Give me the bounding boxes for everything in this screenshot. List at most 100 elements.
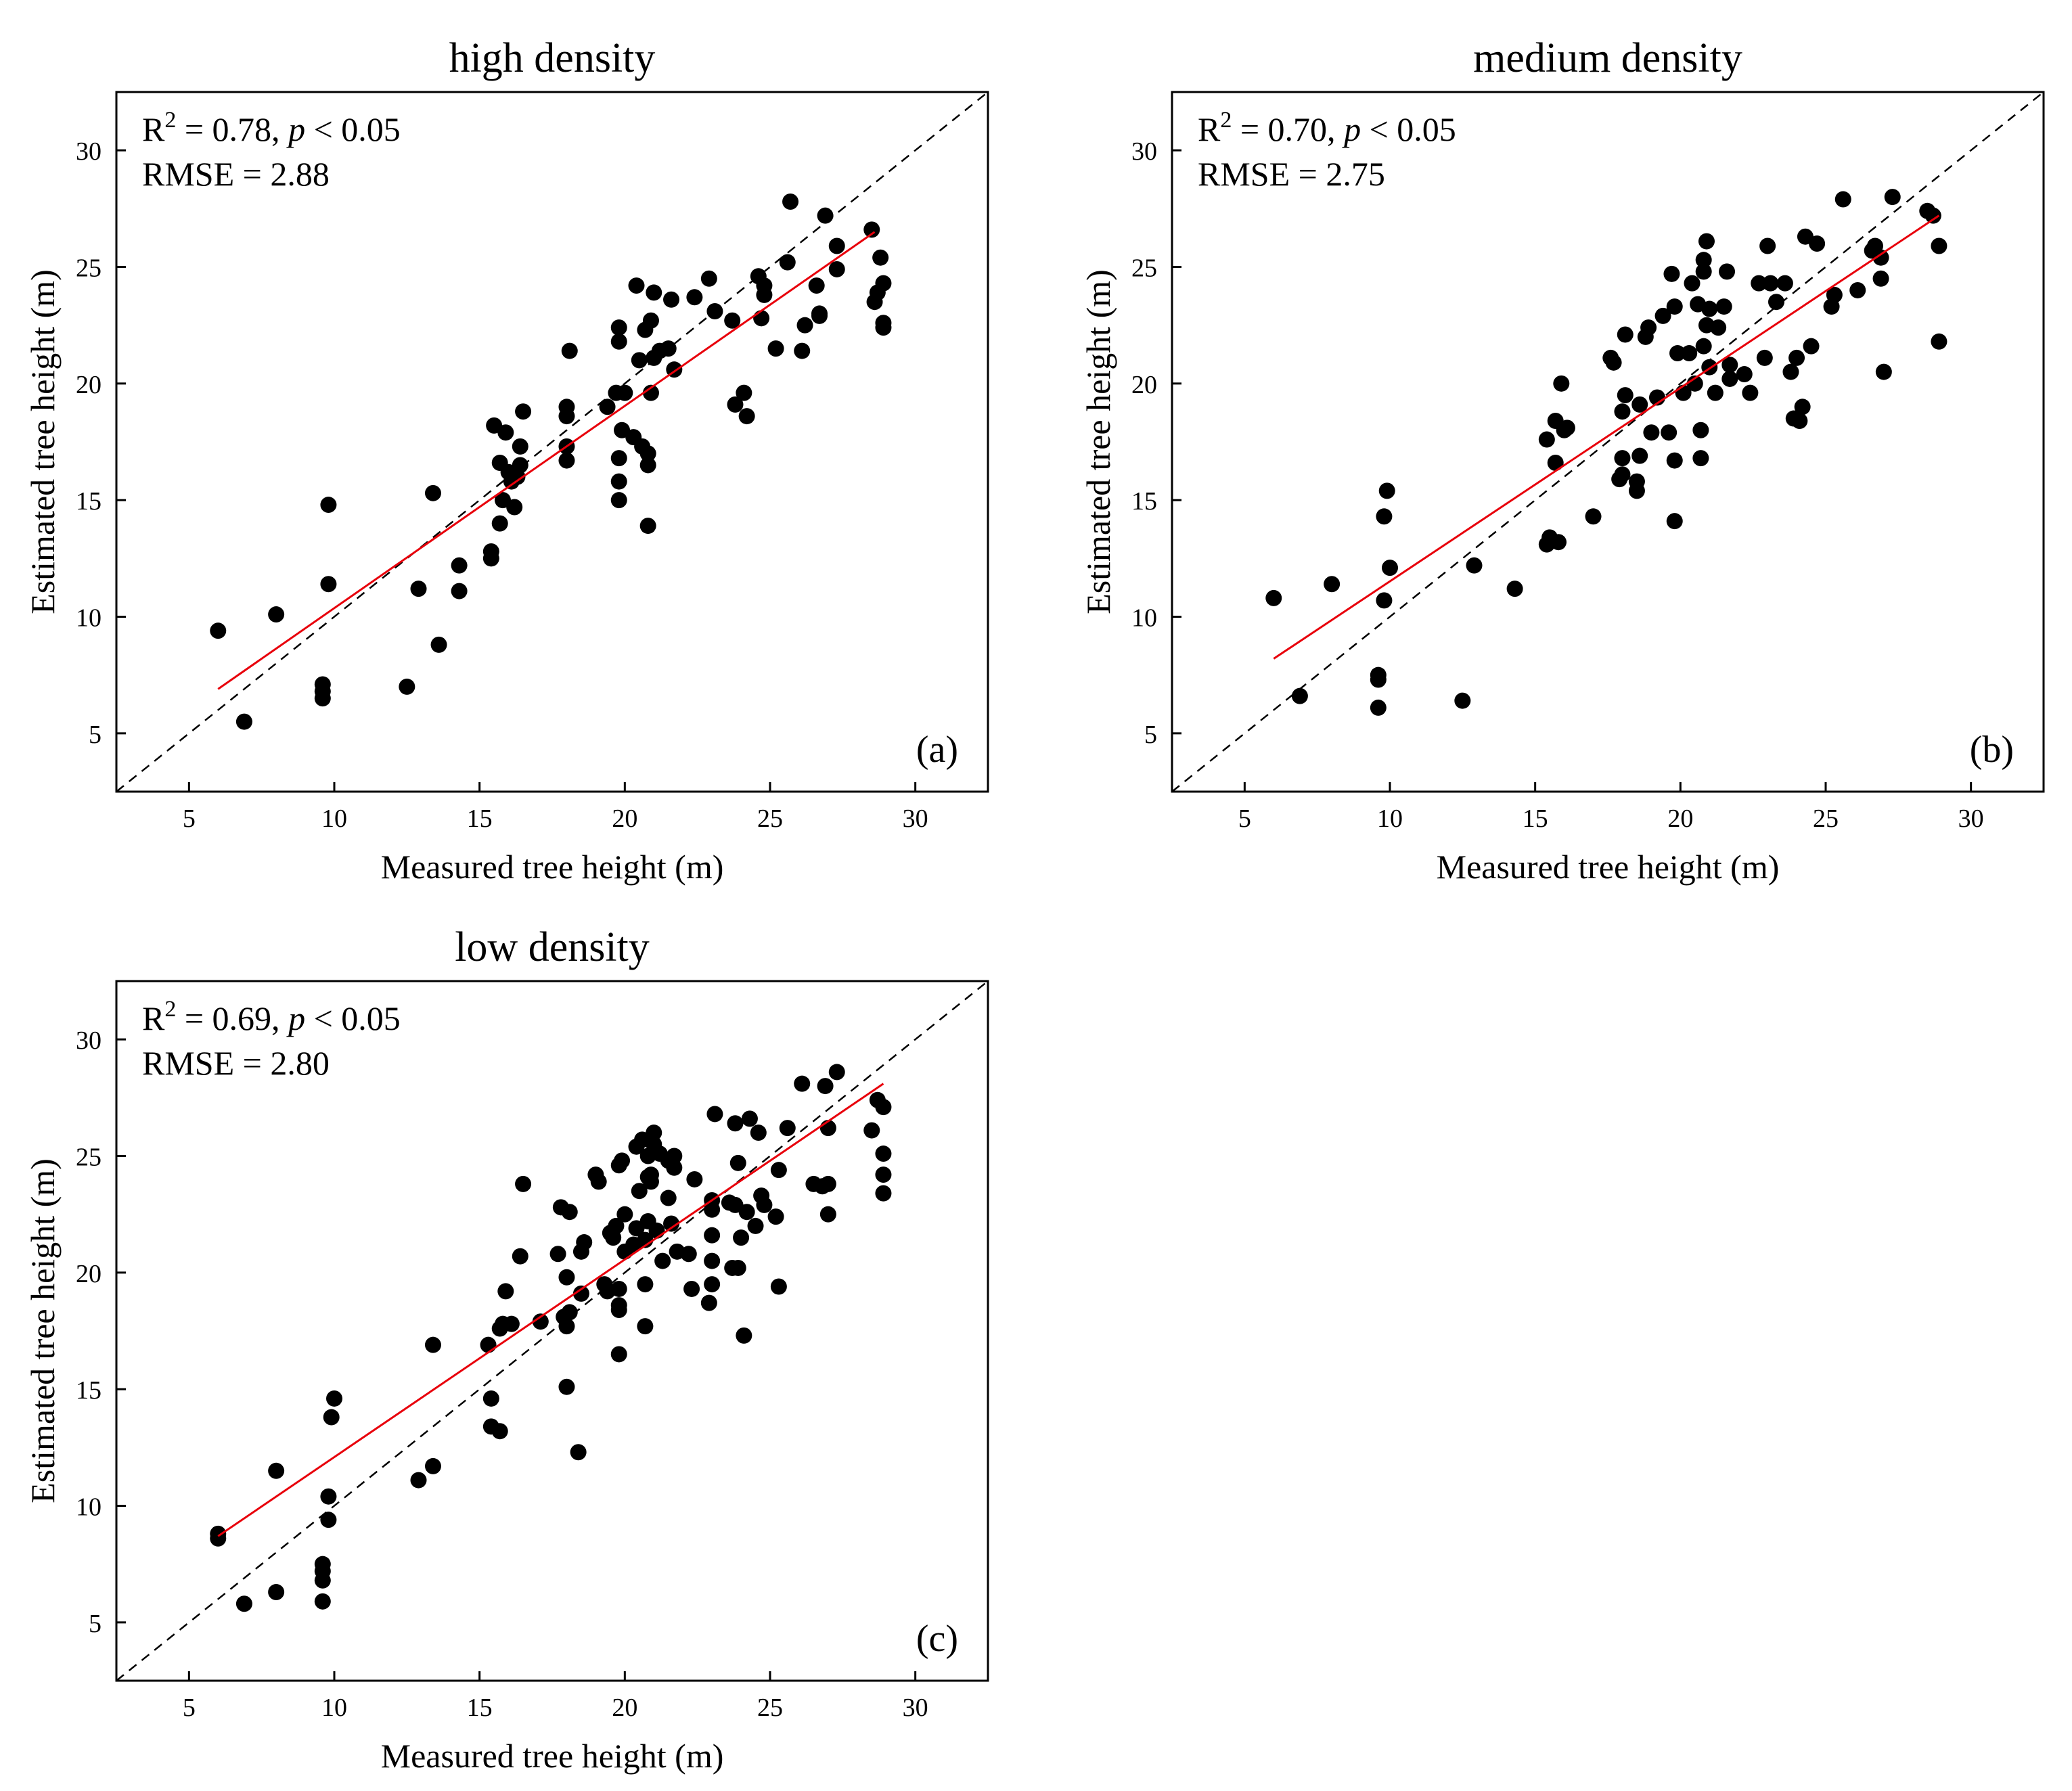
chart-title: high density [449, 35, 656, 81]
data-point [210, 622, 227, 639]
data-point [515, 1175, 532, 1192]
data-point [590, 1173, 607, 1190]
data-point [558, 1269, 575, 1286]
data-point [599, 399, 616, 415]
data-point [738, 408, 755, 425]
panel-label: (a) [916, 729, 958, 771]
data-point [1585, 508, 1602, 525]
data-point [872, 249, 889, 266]
data-point [631, 1183, 648, 1200]
y-tick-label: 10 [1131, 604, 1157, 633]
x-tick-label: 20 [612, 1694, 637, 1722]
data-point [1291, 687, 1308, 704]
data-point [770, 1278, 787, 1295]
r2-value: = 0.70, [1232, 110, 1344, 148]
data-point [706, 1106, 723, 1123]
p-symbol: p [286, 110, 305, 148]
data-point [410, 1472, 427, 1489]
data-point [727, 396, 744, 413]
data-point [1324, 576, 1341, 593]
data-point [1640, 319, 1657, 336]
x-tick-label: 15 [1523, 804, 1548, 833]
y-tick-label: 20 [76, 1260, 102, 1288]
data-point [686, 289, 703, 306]
data-point [628, 277, 645, 294]
data-point [1759, 237, 1776, 254]
data-point [808, 277, 825, 294]
data-point [1721, 357, 1738, 373]
x-tick-label: 25 [757, 804, 783, 833]
data-point [482, 543, 499, 560]
data-point [1614, 466, 1631, 483]
data-point [1605, 354, 1622, 371]
data-point [1466, 557, 1483, 574]
data-point [779, 254, 796, 271]
chart-panel-3: low density 5 10 15 20 25 30 5 10 15 20 25 30 Measure… [24, 924, 989, 1775]
data-point [1782, 363, 1799, 380]
data-point [1695, 338, 1712, 355]
data-point [796, 317, 813, 334]
data-point [326, 1390, 342, 1407]
data-point [235, 713, 252, 730]
data-point [482, 1390, 499, 1407]
data-point [424, 1457, 441, 1474]
data-point [558, 1318, 575, 1335]
data-point [320, 576, 337, 593]
y-axis-label: Estimated tree height (m) [24, 269, 62, 614]
data-point [639, 445, 656, 462]
data-point [828, 1064, 845, 1081]
data-point [811, 305, 828, 322]
data-point [727, 1115, 744, 1132]
data-point [1681, 345, 1698, 362]
plot-frame [1171, 91, 2045, 793]
data-point [1698, 233, 1715, 250]
data-point [663, 1215, 680, 1232]
data-point [1834, 191, 1851, 208]
data-point [654, 1252, 671, 1269]
data-point [686, 1171, 703, 1187]
data-point [875, 275, 892, 292]
data-point [770, 1162, 787, 1179]
data-point [736, 1327, 752, 1344]
y-axis-label: Estimated tree height (m) [1079, 269, 1117, 614]
data-point [1686, 375, 1703, 392]
data-point [756, 277, 773, 294]
fit-line [1273, 214, 1940, 660]
data-point [268, 1462, 285, 1479]
reference-line-1to1 [116, 92, 988, 792]
data-point [1376, 508, 1393, 525]
x-tick-label: 30 [903, 1694, 928, 1722]
data-point [1550, 534, 1567, 551]
p-value: < 0.05 [1361, 110, 1456, 148]
plot-area [1172, 92, 2044, 792]
data-point [828, 237, 845, 254]
data-point [724, 312, 741, 329]
plot-area [116, 981, 988, 1681]
data-point [1884, 189, 1901, 206]
data-point [1736, 366, 1753, 383]
chart-panel-1: high density 5 10 15 20 25 30 5 10 15 20 25 30 Measur… [24, 35, 989, 886]
data-point [608, 1217, 625, 1234]
data-point [506, 499, 523, 516]
data-point [1370, 699, 1387, 716]
data-point [558, 452, 575, 469]
data-point [700, 270, 717, 287]
data-point [704, 1227, 721, 1244]
data-point [733, 1229, 750, 1246]
y-tick-label: 20 [1131, 371, 1157, 399]
r2-annotation: R2 = 0.70, p < 0.05 [1198, 108, 1456, 148]
data-point [1872, 249, 1889, 266]
data-point [1692, 450, 1709, 467]
data-point [1614, 403, 1631, 420]
y-tick-label: 10 [76, 604, 102, 633]
data-point [1506, 581, 1523, 597]
data-point [424, 1336, 441, 1353]
data-point [268, 606, 285, 623]
x-axis-label: Measured tree height (m) [381, 1737, 724, 1775]
data-point [756, 1196, 773, 1213]
data-point [1931, 237, 1947, 254]
data-point [704, 1252, 721, 1269]
data-point [704, 1276, 721, 1293]
y-tick-label: 25 [76, 1143, 102, 1172]
data-point [1666, 452, 1683, 469]
